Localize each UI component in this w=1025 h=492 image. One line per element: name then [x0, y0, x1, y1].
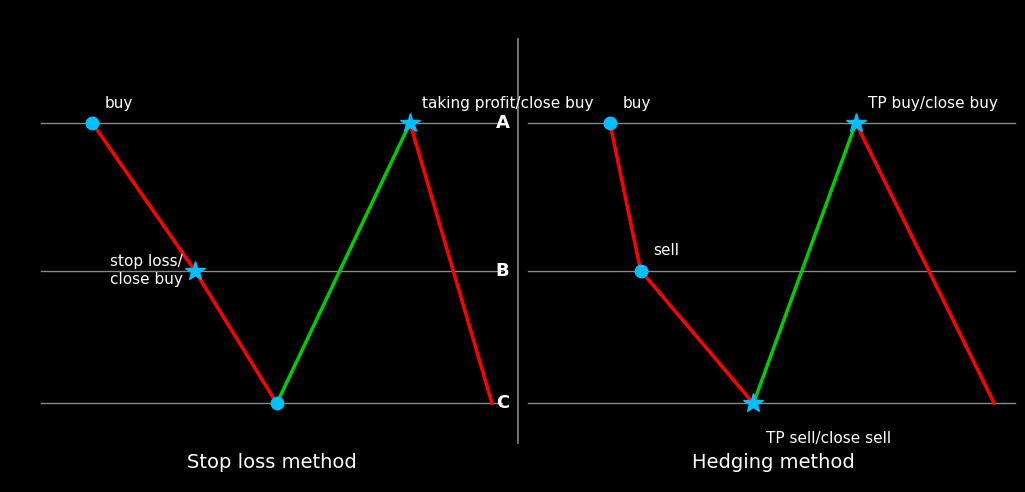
Text: stop loss/
close buy: stop loss/ close buy [110, 254, 182, 287]
Text: TP buy/close buy: TP buy/close buy [868, 96, 998, 111]
Text: A: A [495, 114, 509, 132]
Text: Hedging method: Hedging method [693, 453, 855, 472]
Text: sell: sell [653, 244, 679, 258]
Text: buy: buy [105, 96, 133, 111]
Text: TP sell/close sell: TP sell/close sell [766, 430, 891, 445]
Text: C: C [496, 395, 509, 412]
Text: buy: buy [622, 96, 651, 111]
Text: B: B [496, 262, 509, 279]
Text: taking profit/close buy: taking profit/close buy [422, 96, 593, 111]
Text: Stop loss method: Stop loss method [187, 453, 357, 472]
